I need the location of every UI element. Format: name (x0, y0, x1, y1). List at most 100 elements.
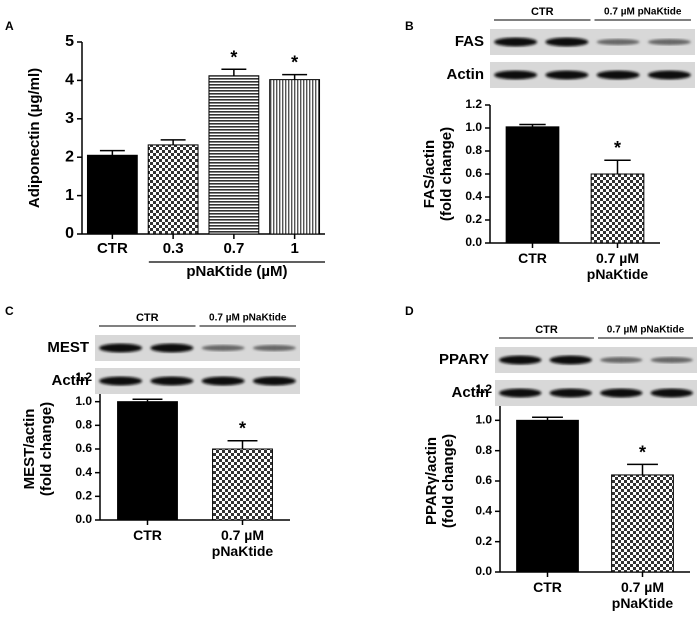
x-tick-label-box: 0.3 (163, 241, 184, 257)
significance-marker: * (239, 419, 246, 439)
blot-band (150, 376, 194, 386)
y-tick-label: 0 (65, 225, 74, 242)
bar (590, 173, 645, 244)
y-axis-label: (fold change) (440, 434, 457, 528)
panel-label: A (5, 19, 14, 33)
blot-band (499, 388, 542, 398)
x-tick-label-box: 0.7 µM pNaKtide (211, 527, 274, 559)
x-tick-label: 0.7 µM pNaKtide (611, 579, 674, 611)
x-tick-label: CTR (533, 579, 562, 595)
y-axis-label: Adiponectin (µg/ml) (26, 68, 43, 208)
x-tick-label-box: 0.7 (223, 241, 245, 257)
significance-marker: * (230, 47, 237, 67)
bar (147, 144, 199, 235)
blot-band (494, 37, 538, 47)
y-tick-label: 0.4 (475, 504, 492, 518)
blot-row-label: MEST (47, 339, 89, 356)
y-tick-label: 0.2 (475, 534, 492, 548)
y-tick-label: 1.0 (465, 120, 482, 134)
y-axis-label: PPARγ/actin (423, 437, 440, 525)
bar (212, 448, 273, 521)
bar (505, 126, 560, 244)
panel-label: C (5, 304, 14, 318)
blot-band (99, 343, 143, 353)
blot-row-label: Actin (52, 372, 90, 389)
y-tick-label: 0.4 (75, 465, 92, 479)
bar (516, 419, 579, 573)
x-tick-label-box: CTR (96, 241, 128, 257)
y-tick-label: 1 (65, 187, 74, 204)
blot-group-label: 0.7 µM pNaKtide (209, 313, 287, 324)
blot-band (252, 345, 296, 351)
blot-band (600, 357, 643, 363)
x-tick-label: 0.7 µM pNaKtide (211, 527, 274, 559)
x-tick-label: CTR (133, 527, 162, 543)
blot-band (499, 355, 542, 365)
y-tick-label: 1.2 (465, 97, 482, 111)
y-tick-label: 1.0 (475, 413, 492, 427)
blot-band (647, 39, 691, 45)
y-tick-label: 2 (65, 148, 74, 165)
group-label: pNaKtide (µM) (186, 263, 287, 280)
blot-group-label: CTR (531, 6, 554, 18)
x-tick-label: CTR (96, 241, 128, 257)
blot-band (494, 70, 538, 80)
significance-marker: * (291, 53, 298, 73)
y-tick-label: 0.2 (465, 212, 482, 226)
y-tick-label: 0.2 (75, 489, 92, 503)
blot-band (549, 388, 592, 398)
blot-band (201, 376, 245, 386)
y-tick-label: 0.6 (465, 166, 482, 180)
y-tick-label: 1.2 (75, 370, 92, 384)
y-tick-label: 0.6 (75, 441, 92, 455)
blot-band (201, 345, 245, 351)
y-axis-label: MEST/actin (21, 409, 38, 490)
blot-group-label: CTR (535, 324, 558, 336)
blot-group-label: CTR (136, 312, 159, 324)
x-tick-label-box: CTR (518, 250, 547, 266)
blot-row-label: Actin (447, 66, 485, 83)
y-axis-label: (fold change) (38, 402, 55, 496)
blot-band (600, 388, 643, 398)
panel-label: D (405, 304, 414, 318)
y-axis-label: (fold change) (438, 127, 455, 221)
y-tick-label: 0.8 (475, 443, 492, 457)
x-tick-label-box: 0.7 µM pNaKtide (611, 579, 674, 611)
blot-band (252, 376, 296, 386)
y-tick-label: 0.0 (475, 564, 492, 578)
x-tick-label-box: CTR (533, 579, 562, 595)
x-tick-label: CTR (518, 250, 547, 266)
bar (208, 75, 260, 235)
blot-band (650, 388, 693, 398)
x-tick-label: 0.7 (223, 241, 245, 257)
y-tick-label: 0.4 (465, 189, 482, 203)
blot-group-label: 0.7 µM pNaKtide (607, 325, 685, 336)
y-tick-label: 0.0 (465, 235, 482, 249)
significance-marker: * (614, 138, 621, 158)
x-tick-label: 1 (290, 241, 299, 257)
y-tick-label: 5 (65, 33, 74, 50)
blot-band (99, 376, 143, 386)
y-tick-label: 0.8 (75, 418, 92, 432)
blot-row-label: FAS (455, 33, 484, 50)
blot-band (150, 343, 194, 353)
blot-band (647, 70, 691, 80)
blot-band (549, 355, 592, 365)
bar (117, 401, 178, 521)
y-tick-label: 3 (65, 110, 74, 127)
bar (86, 154, 138, 235)
y-tick-label: 4 (65, 72, 74, 89)
blot-row-label: Actin (452, 384, 490, 401)
blot-group-label: 0.7 µM pNaKtide (604, 7, 682, 18)
x-tick-label-box: 1 (290, 241, 299, 257)
x-tick-label: 0.7 µM pNaKtide (586, 250, 649, 282)
x-tick-label-box: 0.7 µM pNaKtide (586, 250, 649, 282)
y-tick-label: 1.0 (75, 394, 92, 408)
y-tick-label: 1.2 (475, 382, 492, 396)
bar (269, 79, 321, 235)
blot-band (545, 37, 589, 47)
y-tick-label: 0.8 (465, 143, 482, 157)
blot-band (596, 39, 640, 45)
